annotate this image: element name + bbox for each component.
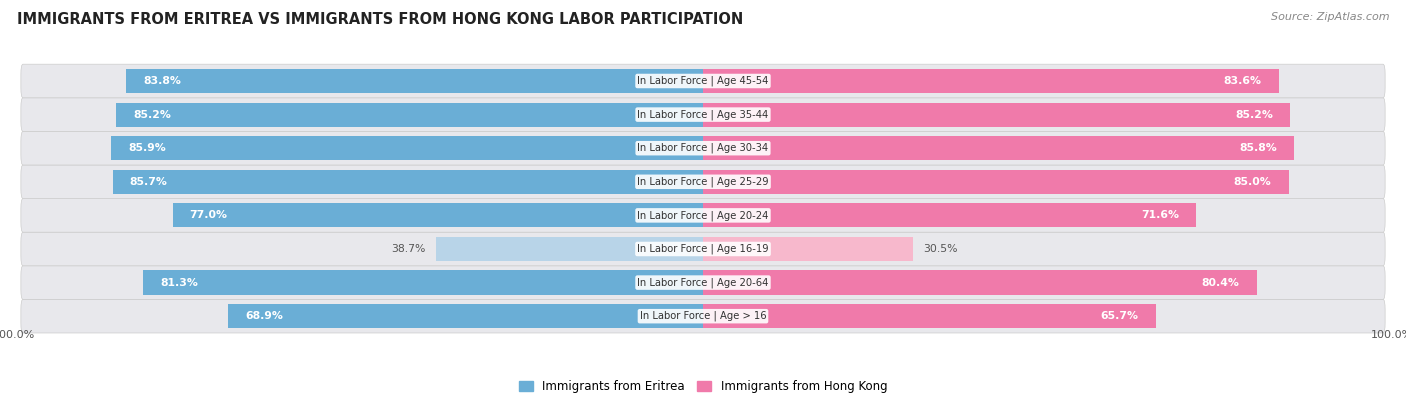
Bar xyxy=(228,304,703,328)
FancyBboxPatch shape xyxy=(21,98,1385,132)
Text: 83.8%: 83.8% xyxy=(143,76,181,86)
Bar xyxy=(703,170,1289,194)
Bar xyxy=(703,69,1279,93)
Text: 83.6%: 83.6% xyxy=(1223,76,1261,86)
Text: In Labor Force | Age 20-64: In Labor Force | Age 20-64 xyxy=(637,277,769,288)
Text: 80.4%: 80.4% xyxy=(1202,278,1240,288)
Text: 85.2%: 85.2% xyxy=(134,109,172,120)
Text: 65.7%: 65.7% xyxy=(1101,311,1139,321)
FancyBboxPatch shape xyxy=(21,199,1385,232)
Bar xyxy=(703,237,912,261)
FancyBboxPatch shape xyxy=(21,266,1385,299)
FancyBboxPatch shape xyxy=(21,232,1385,266)
Bar xyxy=(703,102,1289,127)
Bar xyxy=(436,237,703,261)
Bar xyxy=(173,203,703,228)
Text: 38.7%: 38.7% xyxy=(392,244,426,254)
Text: 30.5%: 30.5% xyxy=(924,244,957,254)
Bar xyxy=(703,271,1257,295)
Text: In Labor Force | Age 30-34: In Labor Force | Age 30-34 xyxy=(637,143,769,153)
Text: 68.9%: 68.9% xyxy=(246,311,284,321)
Text: 100.0%: 100.0% xyxy=(0,330,35,340)
Text: In Labor Force | Age 45-54: In Labor Force | Age 45-54 xyxy=(637,76,769,86)
Text: In Labor Force | Age > 16: In Labor Force | Age > 16 xyxy=(640,311,766,322)
Text: 85.8%: 85.8% xyxy=(1239,143,1277,153)
Text: In Labor Force | Age 25-29: In Labor Force | Age 25-29 xyxy=(637,177,769,187)
Text: 85.0%: 85.0% xyxy=(1233,177,1271,187)
Bar xyxy=(703,136,1294,160)
Text: 77.0%: 77.0% xyxy=(190,211,228,220)
Text: 85.7%: 85.7% xyxy=(129,177,167,187)
FancyBboxPatch shape xyxy=(21,64,1385,98)
Legend: Immigrants from Eritrea, Immigrants from Hong Kong: Immigrants from Eritrea, Immigrants from… xyxy=(515,376,891,395)
Bar xyxy=(703,203,1197,228)
Text: In Labor Force | Age 16-19: In Labor Force | Age 16-19 xyxy=(637,244,769,254)
Bar xyxy=(143,271,703,295)
Bar xyxy=(125,69,703,93)
Bar xyxy=(111,136,703,160)
Text: In Labor Force | Age 35-44: In Labor Force | Age 35-44 xyxy=(637,109,769,120)
Text: 85.2%: 85.2% xyxy=(1234,109,1272,120)
FancyBboxPatch shape xyxy=(21,165,1385,199)
Bar xyxy=(112,170,703,194)
Bar xyxy=(703,304,1156,328)
Text: 100.0%: 100.0% xyxy=(1371,330,1406,340)
Text: 81.3%: 81.3% xyxy=(160,278,198,288)
Bar xyxy=(117,102,703,127)
Text: 71.6%: 71.6% xyxy=(1142,211,1180,220)
FancyBboxPatch shape xyxy=(21,299,1385,333)
Text: In Labor Force | Age 20-24: In Labor Force | Age 20-24 xyxy=(637,210,769,221)
Text: IMMIGRANTS FROM ERITREA VS IMMIGRANTS FROM HONG KONG LABOR PARTICIPATION: IMMIGRANTS FROM ERITREA VS IMMIGRANTS FR… xyxy=(17,12,744,27)
Text: 85.9%: 85.9% xyxy=(128,143,166,153)
Text: Source: ZipAtlas.com: Source: ZipAtlas.com xyxy=(1271,12,1389,22)
FancyBboxPatch shape xyxy=(21,132,1385,165)
